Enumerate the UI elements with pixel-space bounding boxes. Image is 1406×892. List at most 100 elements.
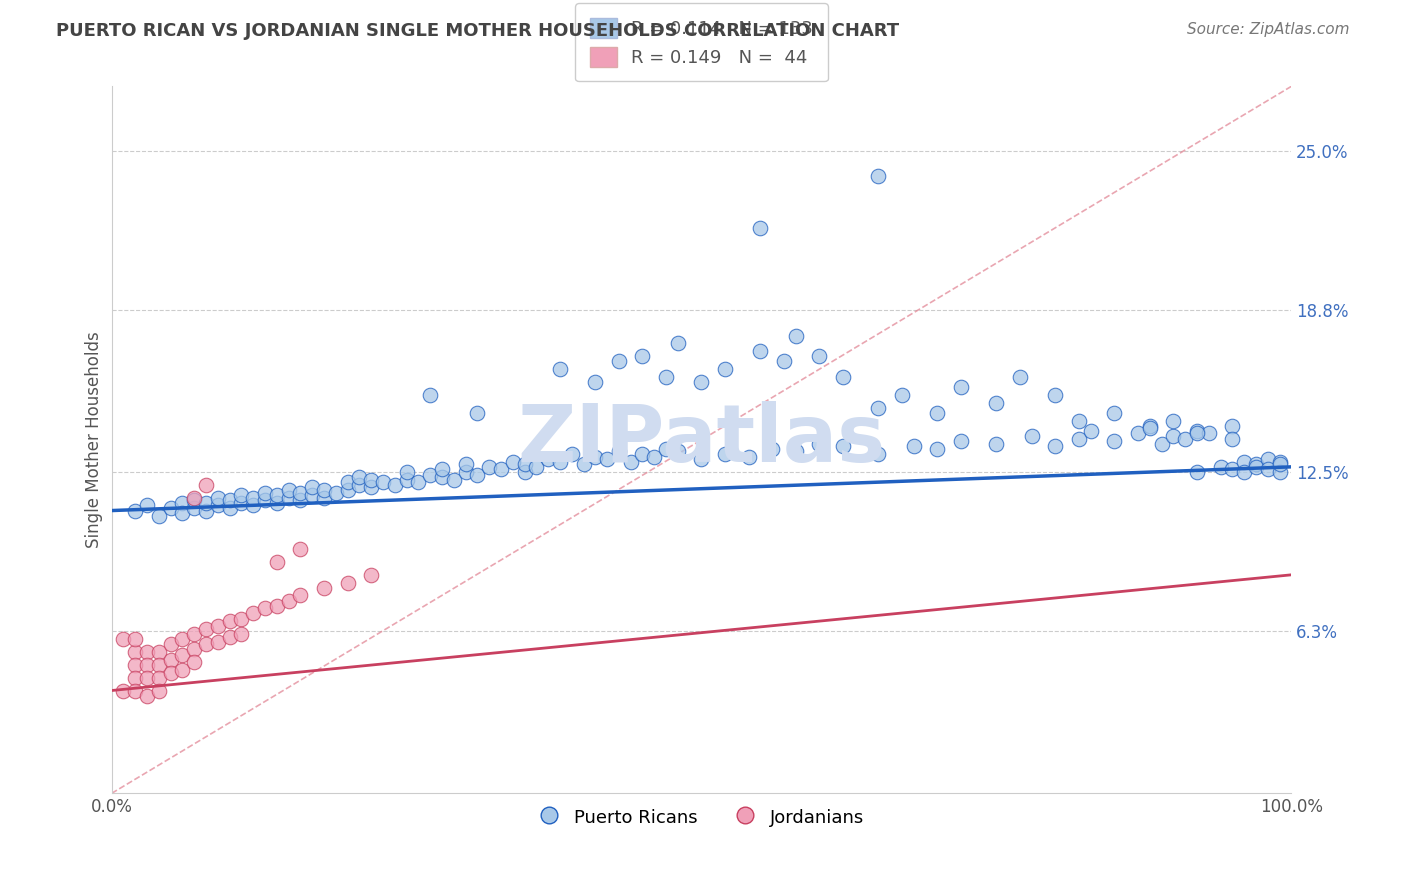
Point xyxy=(253,485,276,500)
Point xyxy=(195,503,218,517)
Point xyxy=(927,442,949,456)
Point xyxy=(266,488,288,502)
Point xyxy=(430,462,453,476)
Point xyxy=(1220,418,1243,433)
Point xyxy=(489,462,512,476)
Point xyxy=(277,483,299,497)
Point xyxy=(513,465,536,479)
Point xyxy=(124,645,146,659)
Point xyxy=(454,465,477,479)
Point xyxy=(986,395,1008,409)
Point xyxy=(548,362,571,376)
Point xyxy=(172,506,194,520)
Point xyxy=(903,439,925,453)
Point xyxy=(395,465,418,479)
Y-axis label: Single Mother Households: Single Mother Households xyxy=(86,332,103,549)
Point xyxy=(419,388,441,402)
Point xyxy=(349,470,371,484)
Point xyxy=(124,657,146,672)
Point xyxy=(218,493,240,508)
Point xyxy=(231,496,253,510)
Point xyxy=(290,542,312,557)
Point xyxy=(1185,426,1208,441)
Point xyxy=(124,683,146,698)
Point xyxy=(1220,462,1243,476)
Point xyxy=(172,663,194,677)
Point xyxy=(148,683,170,698)
Point xyxy=(312,483,335,497)
Point xyxy=(1233,465,1256,479)
Point xyxy=(148,508,170,523)
Point xyxy=(1163,429,1185,443)
Point xyxy=(148,657,170,672)
Point xyxy=(430,470,453,484)
Point xyxy=(336,575,359,590)
Point xyxy=(1067,432,1090,446)
Point xyxy=(242,491,264,505)
Point xyxy=(195,478,218,492)
Point xyxy=(1268,457,1291,471)
Point xyxy=(808,349,831,363)
Point xyxy=(218,630,240,644)
Point xyxy=(832,439,855,453)
Point xyxy=(1150,436,1173,450)
Point xyxy=(467,467,489,482)
Point xyxy=(832,369,855,384)
Point xyxy=(524,459,547,474)
Point xyxy=(266,555,288,569)
Point xyxy=(266,496,288,510)
Point xyxy=(112,683,135,698)
Point xyxy=(986,436,1008,450)
Point xyxy=(136,689,159,703)
Point xyxy=(478,459,501,474)
Point xyxy=(513,457,536,471)
Point xyxy=(1126,426,1149,441)
Point xyxy=(136,671,159,685)
Point xyxy=(124,503,146,517)
Point xyxy=(1045,388,1067,402)
Point xyxy=(737,450,759,464)
Point xyxy=(159,665,181,680)
Point xyxy=(183,500,205,515)
Point xyxy=(136,657,159,672)
Point xyxy=(183,655,205,669)
Point xyxy=(891,388,914,402)
Point xyxy=(231,627,253,641)
Point xyxy=(655,442,678,456)
Point xyxy=(1233,455,1256,469)
Point xyxy=(572,457,595,471)
Point xyxy=(1268,455,1291,469)
Point xyxy=(1220,432,1243,446)
Point xyxy=(1139,418,1161,433)
Point xyxy=(1185,465,1208,479)
Text: Source: ZipAtlas.com: Source: ZipAtlas.com xyxy=(1187,22,1350,37)
Point xyxy=(808,436,831,450)
Point xyxy=(183,493,205,508)
Point xyxy=(1209,459,1232,474)
Point xyxy=(290,493,312,508)
Point xyxy=(183,491,205,505)
Point xyxy=(1163,413,1185,427)
Point xyxy=(1244,457,1267,471)
Point xyxy=(607,354,630,368)
Point xyxy=(1021,429,1043,443)
Point xyxy=(583,450,606,464)
Point xyxy=(349,478,371,492)
Point xyxy=(761,442,783,456)
Point xyxy=(112,632,135,646)
Point xyxy=(172,632,194,646)
Point xyxy=(773,354,796,368)
Point xyxy=(336,483,359,497)
Point xyxy=(136,645,159,659)
Point xyxy=(467,406,489,420)
Point xyxy=(785,328,807,343)
Point xyxy=(325,485,347,500)
Point xyxy=(868,447,890,461)
Point xyxy=(136,499,159,513)
Point xyxy=(312,581,335,595)
Point xyxy=(360,567,382,582)
Point xyxy=(301,488,323,502)
Point xyxy=(1198,426,1220,441)
Point xyxy=(690,375,713,389)
Point xyxy=(207,634,229,648)
